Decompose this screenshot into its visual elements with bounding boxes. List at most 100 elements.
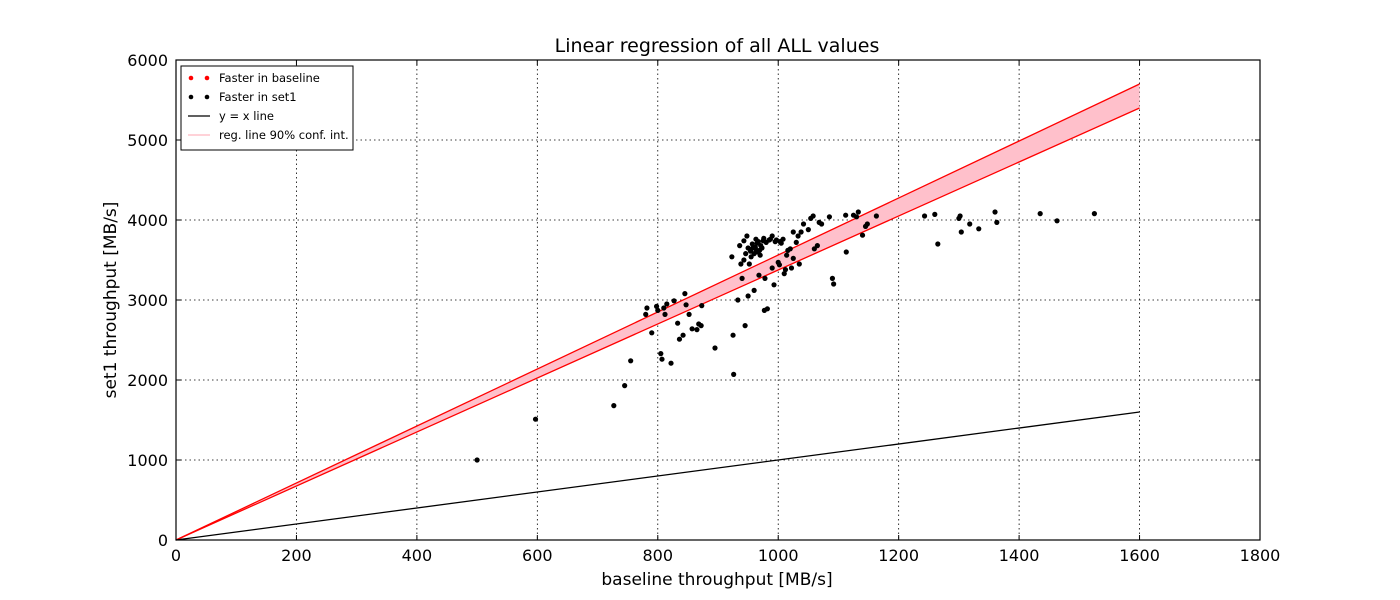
- data-point: [683, 302, 689, 308]
- data-point: [738, 261, 744, 267]
- data-point: [788, 265, 795, 271]
- data-point: [731, 371, 737, 377]
- data-point: [810, 213, 816, 219]
- data-point: [814, 243, 820, 249]
- data-point: [793, 239, 799, 245]
- y-tick-label: 5000: [127, 131, 168, 150]
- data-point: [782, 267, 789, 273]
- data-point: [741, 238, 747, 244]
- x-tick-label: 1800: [1240, 546, 1281, 565]
- data-point: [622, 383, 628, 389]
- data-point: [795, 233, 801, 239]
- data-point: [805, 227, 811, 233]
- x-tick-label: 1200: [878, 546, 919, 565]
- legend-label: reg. line 90% conf. int.: [219, 128, 349, 142]
- grid: [176, 60, 1260, 540]
- data-point: [653, 303, 660, 309]
- y-tick-label: 0: [158, 531, 168, 550]
- data-point: [643, 311, 649, 317]
- data-point: [764, 306, 770, 312]
- data-point: [932, 211, 938, 217]
- data-point: [800, 221, 807, 227]
- data-point: [661, 305, 667, 311]
- data-point: [1091, 211, 1097, 217]
- data-point: [1037, 211, 1043, 217]
- data-point: [761, 235, 767, 241]
- reference-line: [175, 411, 1140, 541]
- data-point: [658, 351, 664, 357]
- data-point: [826, 214, 833, 220]
- x-tick-label: 400: [402, 546, 433, 565]
- data-point: [787, 246, 793, 252]
- x-tick-label: 600: [522, 546, 553, 565]
- data-point: [994, 219, 1000, 225]
- confidence-lower-line: [175, 107, 1140, 541]
- data-point: [649, 330, 655, 336]
- data-point: [532, 416, 539, 422]
- data-point: [751, 287, 757, 293]
- data-point: [730, 332, 736, 338]
- data-point: [958, 229, 964, 235]
- data-point: [699, 303, 705, 309]
- data-point: [771, 282, 777, 288]
- x-tick-label: 1000: [758, 546, 799, 565]
- data-point: [798, 229, 804, 235]
- data-point: [769, 265, 775, 271]
- data-point: [680, 332, 686, 338]
- data-point: [784, 252, 790, 258]
- x-tick-label: 1400: [999, 546, 1040, 565]
- data-point: [686, 311, 692, 317]
- data-point: [744, 233, 750, 239]
- data-point: [796, 261, 802, 267]
- data-point: [790, 229, 796, 235]
- data-point: [659, 356, 665, 362]
- data-point: [859, 232, 866, 238]
- data-point: [675, 320, 681, 326]
- data-point: [831, 281, 837, 287]
- data-point: [780, 236, 786, 242]
- data-point: [729, 254, 735, 260]
- scatter-points: [474, 209, 1097, 463]
- data-point: [790, 255, 796, 261]
- y-axis-label: set1 throughput [MB/s]: [101, 202, 121, 399]
- data-point: [935, 241, 941, 247]
- data-point: [776, 262, 783, 268]
- data-point: [992, 209, 998, 215]
- data-point: [976, 226, 982, 232]
- data-point: [746, 261, 752, 267]
- x-tick-label: 800: [643, 546, 674, 565]
- data-point: [474, 457, 480, 463]
- legend-marker-dot: [188, 75, 194, 81]
- data-point: [628, 358, 634, 364]
- data-point: [668, 360, 674, 366]
- data-point: [671, 298, 677, 304]
- data-point: [759, 245, 765, 251]
- data-point: [755, 239, 761, 245]
- data-point: [757, 252, 763, 258]
- data-point: [1054, 218, 1060, 224]
- data-point: [743, 251, 749, 257]
- data-point: [741, 257, 747, 263]
- data-point: [712, 345, 718, 351]
- legend-marker-dot: [204, 94, 210, 100]
- data-point: [662, 311, 668, 317]
- data-point: [698, 323, 704, 329]
- y-tick-label: 3000: [127, 291, 168, 310]
- legend-box: [180, 65, 354, 151]
- x-tick-label: 0: [171, 546, 181, 565]
- x-tick-label: 1600: [1119, 546, 1160, 565]
- data-point: [818, 221, 825, 227]
- data-point: [676, 336, 683, 342]
- data-point: [745, 293, 751, 299]
- data-point: [689, 326, 695, 332]
- chart-title: Linear regression of all ALL values: [555, 35, 880, 57]
- data-point: [967, 221, 973, 227]
- legend-label: Faster in set1: [219, 90, 297, 104]
- y-tick-label: 6000: [127, 51, 168, 70]
- data-point: [664, 301, 670, 307]
- axis-ticks: 0 200 400 600 800 1000 1200 1400 1600 1800 0 1000 20…: [127, 51, 1280, 565]
- data-point: [873, 213, 879, 219]
- data-point: [739, 275, 745, 281]
- data-point: [737, 243, 743, 249]
